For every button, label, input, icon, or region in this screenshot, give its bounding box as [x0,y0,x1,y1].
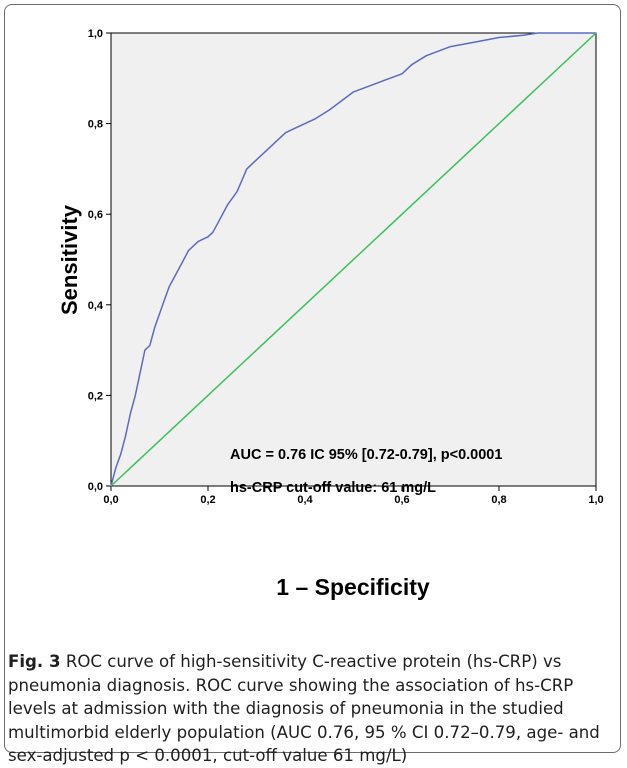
roc-curve-line [110,32,596,487]
roc-chart: 0,0 0,2 0,4 0,6 0,8 1,0 0,0 0,2 0,4 0,6 0,8 1,0 Sen… [57,28,604,600]
x-tick-label: 0,8 [491,494,506,506]
y-tick-label: 0,6 [88,209,103,221]
x-tick-label: 0,0 [103,494,118,506]
x-tick-label: 0,6 [394,494,409,506]
caption-label: Fig. 3 [8,652,61,671]
y-tick-label: 1,0 [88,28,103,40]
y-tick-label: 0,0 [88,481,103,493]
series-layer [110,32,597,487]
y-tick-label: 0,4 [88,300,104,312]
x-tick-label: 0,4 [297,494,313,506]
x-tick-label: 1,0 [588,494,603,506]
reference-diagonal-line [110,32,597,487]
caption-text: ROC curve of high-sensitivity C-reactive… [8,652,600,765]
x-tick-label: 0,2 [200,494,215,506]
x-axis-label: 1 – Specificity [276,574,430,600]
axis-ticks: 0,0 0,2 0,4 0,6 0,8 1,0 0,0 0,2 0,4 0,6 0,8 1,0 [88,28,604,506]
y-tick-label: 0,2 [88,390,103,402]
y-axis-label: Sensitivity [57,204,82,315]
cutoff-annotation: hs-CRP cut-off value: 61 mg/L [230,480,436,496]
figure-caption: Fig. 3 ROC curve of high-sensitivity C-r… [8,650,611,768]
auc-annotation: AUC = 0.76 IC 95% [0.72-0.79], p<0.0001 [230,447,502,463]
y-tick-label: 0,8 [88,119,103,131]
